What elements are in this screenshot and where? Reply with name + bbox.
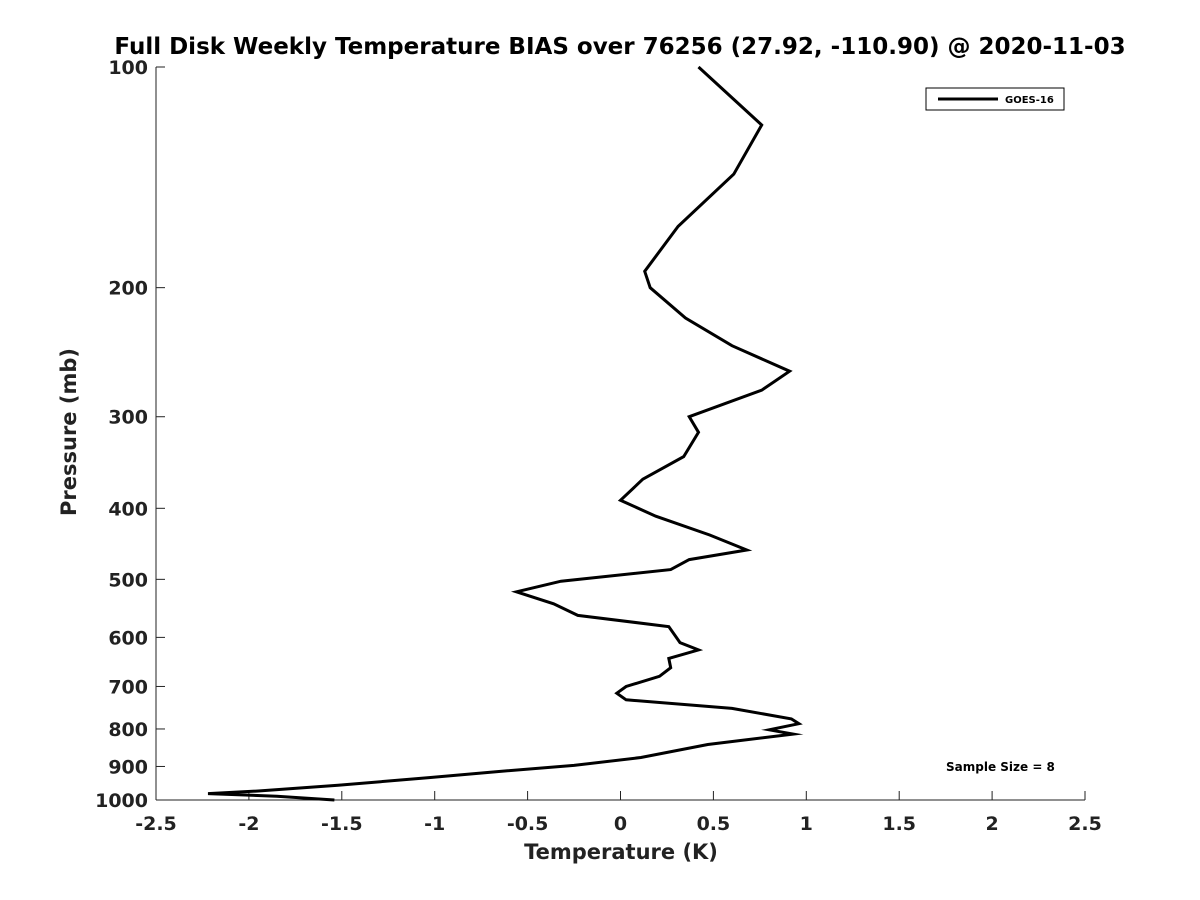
x-tick-label: 2.5	[1068, 813, 1102, 835]
series-line-goes-16	[207, 65, 804, 802]
y-tick-label: 800	[108, 719, 148, 741]
x-axis-label: Temperature (K)	[524, 840, 718, 864]
legend: GOES-16	[925, 87, 1065, 111]
y-tick-label: 200	[108, 278, 148, 300]
x-tick-label: 2	[985, 813, 998, 835]
x-tick-label: 0.5	[697, 813, 731, 835]
x-tick-label: 1.5	[882, 813, 916, 835]
x-tick-label: 1	[800, 813, 813, 835]
x-tick-label: -1	[424, 813, 445, 835]
y-tick-label: 300	[108, 407, 148, 429]
y-tick-label: 500	[108, 569, 148, 591]
y-tick-label: 100	[108, 57, 148, 79]
x-tick-label: -0.5	[507, 813, 549, 835]
x-tick-label: -2.5	[135, 813, 177, 835]
legend-label-goes-16: GOES-16	[1005, 95, 1054, 106]
x-tick-label: -2	[238, 813, 259, 835]
ticks: -2.5 -2 -1.5 -1 -0.5 0 0.5 1 1.5 2 2.5 100 200 300 400…	[95, 57, 1102, 835]
x-tick-label: 0	[614, 813, 627, 835]
x-tick-label: -1.5	[321, 813, 363, 835]
series-layer	[207, 65, 804, 802]
chart-title: Full Disk Weekly Temperature BIAS over 7…	[114, 34, 1125, 60]
y-tick-label: 900	[108, 756, 148, 778]
y-tick-label: 400	[108, 498, 148, 520]
y-tick-label: 600	[108, 627, 148, 649]
y-tick-label: 700	[108, 676, 148, 698]
sample-size-annotation: Sample Size = 8	[946, 760, 1055, 774]
y-axis-label: Pressure (mb)	[57, 348, 81, 516]
y-tick-label: 1000	[95, 790, 148, 812]
